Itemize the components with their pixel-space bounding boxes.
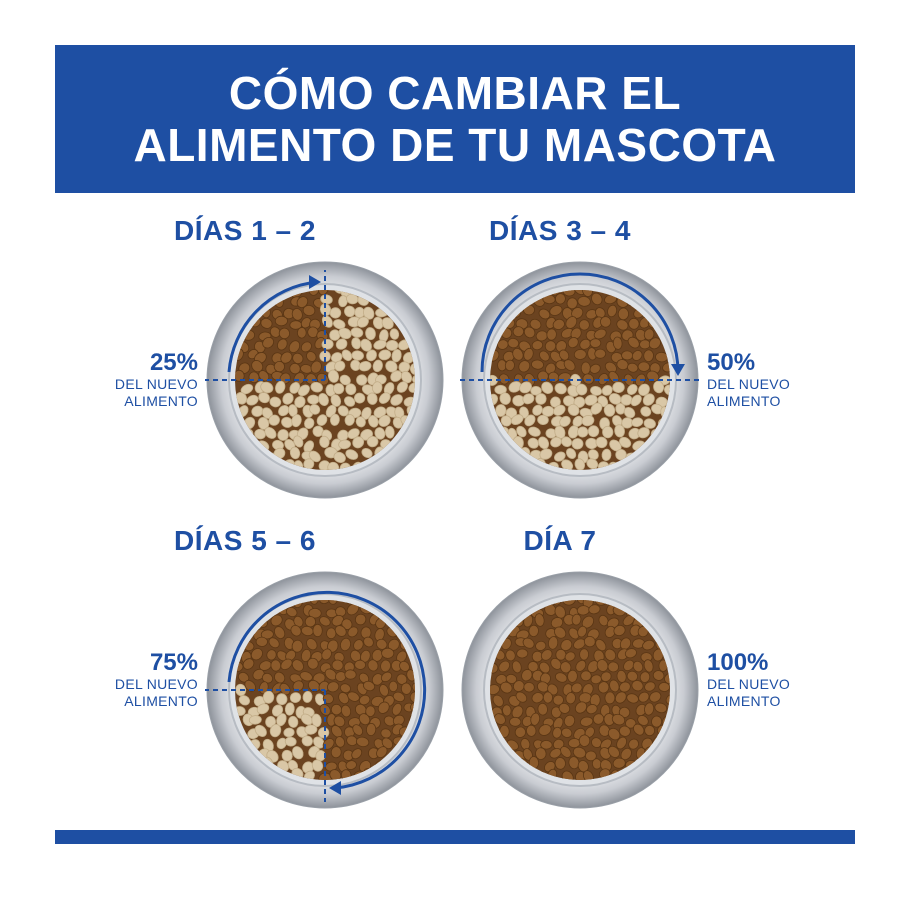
food-bowl-1 bbox=[205, 261, 444, 499]
step-panel-1: DÍAS 1 – 2 25% DEL NUEVO ALIMENTO bbox=[60, 215, 480, 525]
progress-arc bbox=[227, 590, 427, 790]
step-panel-2: DÍAS 3 – 4 50% DEL NUEVO ALIMENTO bbox=[445, 215, 865, 525]
percent-label: 25% DEL NUEVO ALIMENTO bbox=[98, 350, 198, 410]
step-panel-3: DÍAS 5 – 6 75% DEL NUEVO ALIMENTO bbox=[60, 525, 480, 835]
percent-text-2: ALIMENTO bbox=[707, 693, 781, 709]
title-line-1: CÓMO CAMBIAR EL bbox=[228, 67, 682, 119]
food-bowl-3 bbox=[205, 571, 444, 809]
percent-label: 50% DEL NUEVO ALIMENTO bbox=[707, 350, 827, 410]
arrow-head-icon bbox=[309, 275, 321, 289]
step-panel-4: DÍA 7 100% DEL NUEVO ALIMENTO bbox=[445, 525, 865, 835]
arrow-head-icon bbox=[329, 781, 341, 795]
arrow-head-icon bbox=[671, 364, 685, 376]
step-title: DÍAS 3 – 4 bbox=[489, 215, 631, 246]
percent-text-2: ALIMENTO bbox=[124, 393, 198, 409]
title-line-2: ALIMENTO DE TU MASCOTA bbox=[133, 119, 777, 171]
percent-value: 100% bbox=[707, 649, 769, 676]
percent-text-2: ALIMENTO bbox=[124, 693, 198, 709]
progress-arc bbox=[480, 272, 680, 373]
percent-label: 75% DEL NUEVO ALIMENTO bbox=[98, 650, 198, 710]
percent-value: 75% bbox=[149, 649, 198, 676]
percent-text-1: DEL NUEVO bbox=[707, 676, 791, 692]
percent-label: 100% DEL NUEVO ALIMENTO bbox=[707, 650, 827, 710]
title-banner: CÓMO CAMBIAR EL ALIMENTO DE TU MASCOTA bbox=[55, 45, 855, 193]
step-title: DÍAS 5 – 6 bbox=[174, 525, 316, 556]
food-bowl-4 bbox=[461, 571, 699, 809]
percent-value: 25% bbox=[149, 349, 198, 376]
step-title: DÍAS 1 – 2 bbox=[174, 215, 316, 246]
percent-text-1: DEL NUEVO bbox=[114, 376, 198, 392]
step-title: DÍA 7 bbox=[523, 525, 597, 556]
kibble-layer bbox=[490, 600, 670, 780]
food-bowl-2 bbox=[460, 261, 700, 499]
percent-text-1: DEL NUEVO bbox=[707, 376, 791, 392]
percent-value: 50% bbox=[707, 349, 756, 376]
progress-arc bbox=[227, 280, 318, 373]
percent-text-2: ALIMENTO bbox=[707, 393, 781, 409]
footer-bar bbox=[55, 830, 855, 844]
percent-text-1: DEL NUEVO bbox=[114, 676, 198, 692]
